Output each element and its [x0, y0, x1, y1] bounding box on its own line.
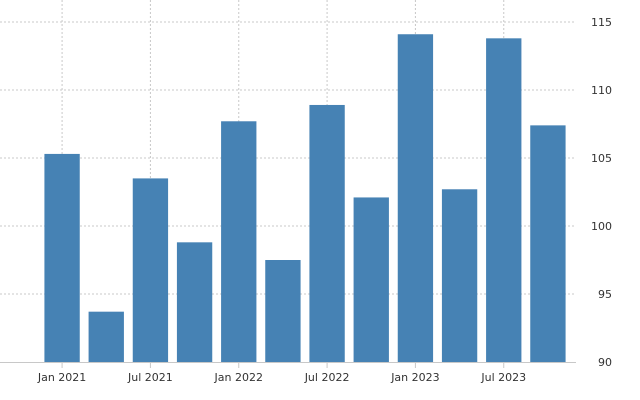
axis-layer	[0, 362, 576, 368]
x-tick-label: Jan 2023	[390, 371, 439, 384]
bar	[397, 34, 434, 363]
y-tick-label: 90	[598, 356, 612, 369]
x-tick-label: Jul 2022	[304, 371, 350, 384]
y-tick-label: 110	[591, 84, 612, 97]
y-tick-label: 115	[591, 16, 612, 29]
x-tick-label: Jan 2022	[214, 371, 263, 384]
bar	[221, 121, 257, 362]
y-tick-label: 100	[591, 220, 612, 233]
y-tick-label: 105	[591, 152, 612, 165]
bar	[530, 125, 566, 362]
bar	[88, 311, 124, 362]
bar	[265, 260, 301, 362]
labels-layer: 90 95 100 105 110 115 Jan 2021 Jul 2021 Jan 2022…	[37, 16, 612, 384]
bar	[44, 153, 80, 362]
bar	[309, 104, 345, 363]
bar	[132, 178, 169, 362]
x-tick-label: Jul 2021	[127, 371, 173, 384]
x-tick-label: Jul 2023	[480, 371, 526, 384]
bar	[441, 189, 478, 362]
bar	[486, 38, 522, 362]
y-tick-label: 95	[598, 288, 612, 301]
bar	[176, 242, 213, 362]
bars-layer	[44, 34, 566, 363]
x-tick-label: Jan 2021	[37, 371, 86, 384]
bar	[353, 197, 389, 362]
